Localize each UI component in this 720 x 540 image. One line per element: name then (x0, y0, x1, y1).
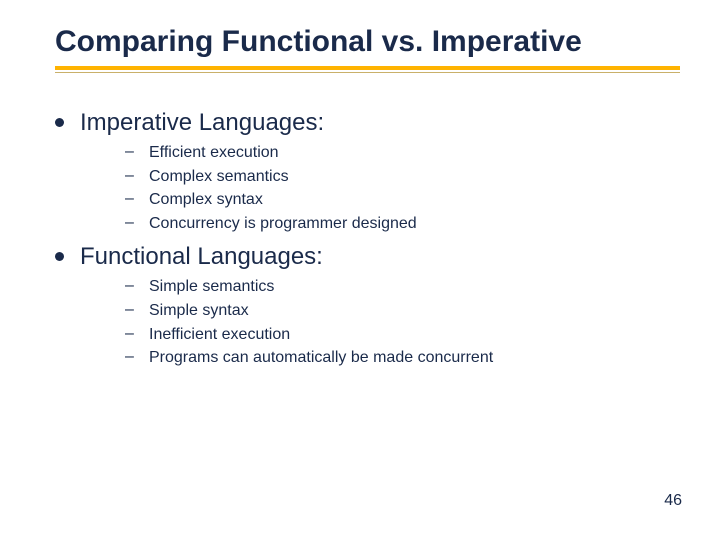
section-heading: Imperative Languages: (55, 108, 660, 138)
title-rule-thin (55, 72, 680, 73)
sub-list: – Efficient execution – Complex semantic… (125, 142, 660, 234)
list-item: – Simple syntax (125, 300, 660, 322)
list-item: – Concurrency is programmer designed (125, 213, 660, 235)
list-item: – Complex syntax (125, 189, 660, 211)
content-area: Imperative Languages: – Efficient execut… (55, 100, 660, 375)
list-item-text: Complex semantics (149, 166, 289, 188)
title-rule-thick (55, 66, 680, 70)
bullet-dot-icon (55, 252, 64, 261)
dash-icon: – (125, 300, 139, 321)
dash-icon: – (125, 213, 139, 234)
list-item-text: Simple semantics (149, 276, 274, 298)
list-item: – Efficient execution (125, 142, 660, 164)
list-item-text: Complex syntax (149, 189, 263, 211)
list-item-text: Simple syntax (149, 300, 249, 322)
list-item-text: Programs can automatically be made concu… (149, 347, 493, 369)
slide-title: Comparing Functional vs. Imperative (55, 25, 680, 60)
dash-icon: – (125, 347, 139, 368)
dash-icon: – (125, 276, 139, 297)
list-item: – Inefficient execution (125, 324, 660, 346)
page-number: 46 (664, 492, 682, 510)
list-item: – Simple semantics (125, 276, 660, 298)
dash-icon: – (125, 142, 139, 163)
section-heading: Functional Languages: (55, 242, 660, 272)
sub-list: – Simple semantics – Simple syntax – Ine… (125, 276, 660, 368)
list-item-text: Efficient execution (149, 142, 279, 164)
section-label: Imperative Languages: (80, 108, 324, 138)
title-block: Comparing Functional vs. Imperative (55, 25, 680, 73)
list-item-text: Concurrency is programmer designed (149, 213, 417, 235)
dash-icon: – (125, 166, 139, 187)
list-item: – Programs can automatically be made con… (125, 347, 660, 369)
dash-icon: – (125, 324, 139, 345)
bullet-dot-icon (55, 118, 64, 127)
list-item: – Complex semantics (125, 166, 660, 188)
section-label: Functional Languages: (80, 242, 323, 272)
slide: Comparing Functional vs. Imperative Impe… (0, 0, 720, 540)
dash-icon: – (125, 189, 139, 210)
list-item-text: Inefficient execution (149, 324, 290, 346)
